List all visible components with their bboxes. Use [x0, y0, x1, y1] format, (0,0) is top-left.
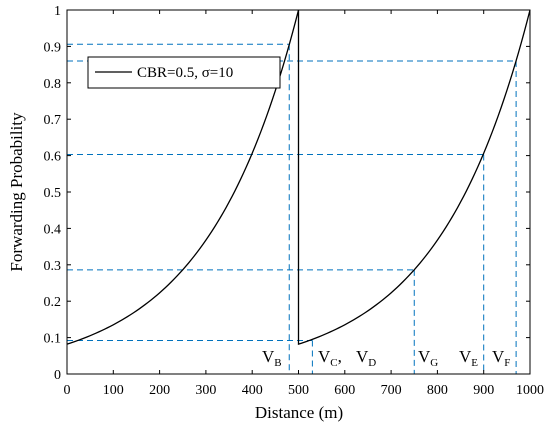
y-tick-label: 0.7 [44, 113, 62, 128]
x-tick-label: 700 [381, 383, 402, 398]
x-tick-label: 900 [473, 383, 494, 398]
y-axis-label: Forwarding Probability [7, 112, 26, 272]
marker-label-vg: VG [418, 347, 438, 369]
x-tick-label: 400 [242, 383, 263, 398]
guide-lines [67, 43, 517, 374]
x-tick-label: 500 [288, 383, 309, 398]
marker-label-vc: VC, [318, 347, 342, 369]
x-axis-label: Distance (m) [255, 403, 343, 422]
marker-labels: VB VC, VD VG VE VF [262, 347, 510, 369]
y-tick-label: 0 [54, 368, 61, 383]
y-tick-label: 0.4 [44, 222, 62, 237]
x-tick-label: 800 [427, 383, 448, 398]
x-tick-label: 0 [64, 383, 71, 398]
x-tick-label: 300 [195, 383, 216, 398]
x-tick-label: 600 [334, 383, 355, 398]
marker-label-ve: VE [459, 347, 478, 369]
y-tick-label: 0.3 [44, 259, 62, 274]
legend-label: CBR=0.5, σ=10 [137, 65, 233, 81]
y-tick-label: 0.2 [44, 295, 62, 310]
y-tick-label: 0.9 [44, 40, 62, 55]
x-tick-label: 100 [103, 383, 124, 398]
x-tick-label: 1000 [516, 383, 544, 398]
y-tick-label: 0.8 [44, 77, 62, 92]
curves [66, 9, 531, 346]
legend: CBR=0.5, σ=10 [87, 56, 281, 89]
y-tick-label: 0.5 [44, 186, 62, 201]
ticks: 0 100 200 300 400 500 600 700 800 900 1000 0 0.1 0.2 0… [44, 4, 545, 398]
y-tick-label: 0.6 [44, 150, 62, 165]
marker-label-vb: VB [262, 347, 282, 369]
series-line [66, 9, 531, 346]
y-tick-label: 0.1 [44, 332, 62, 347]
x-tick-label: 200 [149, 383, 170, 398]
marker-label-vf: VF [492, 347, 510, 369]
y-tick-label: 1 [54, 4, 61, 19]
marker-label-vd: VD [356, 347, 376, 369]
